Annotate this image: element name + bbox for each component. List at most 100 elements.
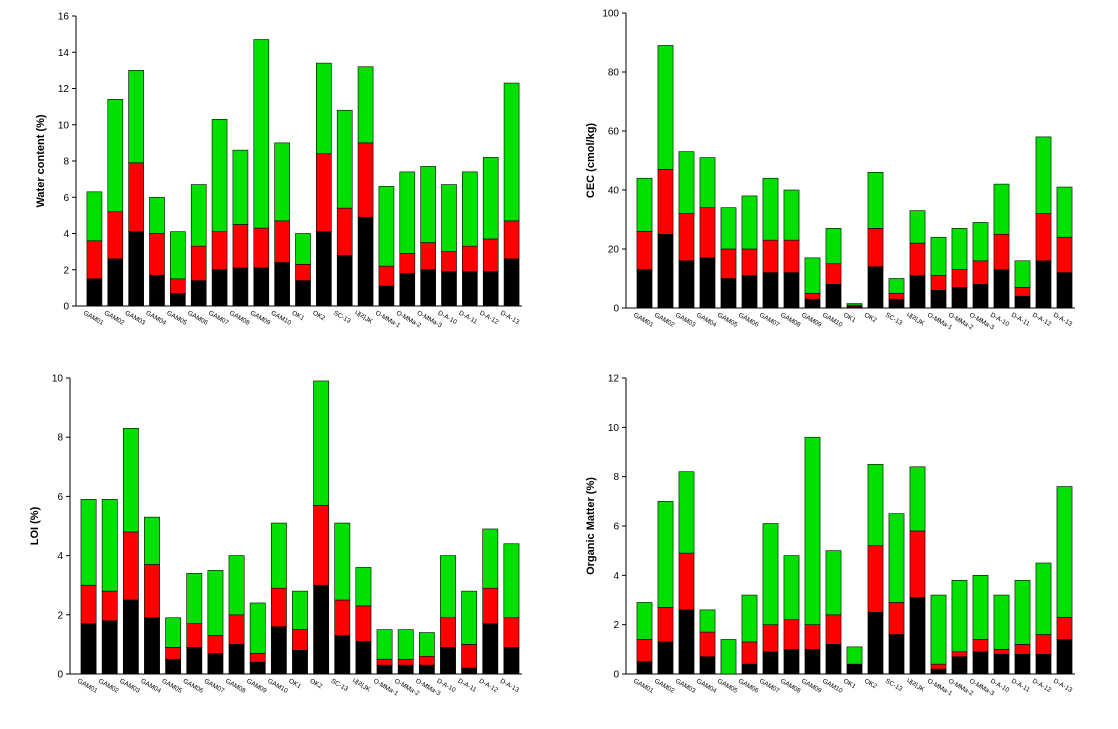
- bar-segment: [334, 599, 351, 636]
- bar-segment: [334, 635, 351, 675]
- bar-segment: [128, 70, 144, 164]
- x-tick-label: OK2: [863, 678, 878, 691]
- bar-segment: [951, 269, 968, 288]
- bar-segment: [336, 254, 353, 307]
- y-axis-title: LOI (%): [29, 506, 41, 545]
- x-tick-label: OK1: [842, 678, 857, 691]
- bar-segment: [211, 231, 228, 271]
- bar-segment: [355, 641, 372, 675]
- bar-segment: [1056, 186, 1073, 238]
- bar-segment: [503, 543, 520, 619]
- x-tick-label: GAM06: [182, 678, 205, 695]
- bar-segment: [249, 661, 266, 675]
- bar-segment: [993, 269, 1010, 309]
- x-tick-label: GAM04: [145, 310, 168, 327]
- bar-segment: [804, 292, 821, 300]
- y-tick-label: 60: [608, 127, 620, 138]
- bar-segment: [420, 242, 436, 271]
- bar-segment: [783, 619, 800, 650]
- bar-segment: [378, 186, 395, 267]
- bar-segment: [482, 271, 499, 307]
- bar-segment: [420, 269, 436, 307]
- bar-segment: [107, 258, 124, 307]
- y-axis-title: Organic Matter (%): [585, 477, 597, 575]
- bar-segment: [741, 195, 758, 250]
- x-tick-label: GAM03: [124, 310, 147, 327]
- x-tick-label: GAM07: [207, 310, 230, 327]
- y-axis-title: Water content (%): [35, 114, 47, 207]
- x-tick-label: OK2: [309, 678, 324, 691]
- bar-segment: [993, 183, 1010, 235]
- x-tick-label: 내리JK: [353, 308, 375, 326]
- bar-segment: [186, 623, 203, 648]
- y-tick-label: 100: [602, 9, 619, 20]
- bar-segment: [762, 624, 779, 653]
- bar-segment: [440, 555, 456, 619]
- bar-segment: [1035, 213, 1052, 262]
- x-tick-label: GAM01: [632, 678, 655, 695]
- y-tick-label: 10: [52, 374, 64, 385]
- x-tick-label: GAM07: [758, 312, 781, 329]
- x-tick-label: GAM03: [674, 678, 697, 695]
- bar-segment: [165, 658, 182, 675]
- bar-segment: [930, 594, 947, 665]
- bar-segment: [993, 653, 1010, 675]
- bar-segment: [909, 530, 926, 598]
- bar-segment: [122, 428, 139, 533]
- bar-segment: [888, 298, 905, 309]
- x-tick-label: OK1: [842, 312, 857, 325]
- bar-segment: [909, 210, 926, 244]
- bar-segment: [170, 293, 186, 307]
- bar-segment: [741, 594, 758, 643]
- bar-segment: [867, 545, 884, 613]
- bar-segment: [503, 258, 520, 307]
- bar-segment: [292, 629, 308, 651]
- bar-segment: [165, 647, 182, 660]
- y-tick-label: 4: [57, 551, 63, 562]
- bar-segment: [972, 260, 989, 285]
- x-tick-label: SC-13: [330, 678, 350, 693]
- bar-segment: [144, 516, 160, 565]
- x-tick-label: D-A-11: [1010, 678, 1031, 694]
- y-tick-label: 10: [58, 120, 70, 131]
- bar-segment: [825, 614, 842, 645]
- bar-segment: [1014, 260, 1031, 288]
- bar-segment: [190, 184, 207, 247]
- bar-segment: [462, 171, 478, 247]
- x-tick-label: GAM09: [800, 312, 823, 329]
- bar-segment: [270, 522, 287, 589]
- x-tick-label: D-A-13: [499, 310, 521, 327]
- x-tick-label: SC-13: [884, 312, 904, 327]
- x-tick-label: SC-13: [332, 310, 352, 325]
- x-tick-label: GAM01: [76, 678, 99, 695]
- bar-segment: [867, 172, 884, 229]
- bar-segment: [80, 499, 97, 586]
- bar-segment: [741, 248, 758, 276]
- bar-segment: [295, 233, 311, 265]
- bar-segment: [461, 590, 478, 645]
- bar-segment: [678, 151, 695, 214]
- bar-segment: [972, 222, 989, 262]
- x-tick-label: GAM05: [165, 310, 188, 327]
- x-tick-label: GAM04: [695, 312, 718, 329]
- bar-segment: [1035, 562, 1052, 635]
- bar-segment: [399, 273, 416, 307]
- y-tick-label: 4: [613, 571, 619, 582]
- x-tick-label: 내리JK: [905, 310, 927, 328]
- bar-segment: [170, 278, 186, 294]
- bar-segment: [678, 609, 695, 675]
- bar-segment: [867, 266, 884, 309]
- x-tick-label: GAM08: [779, 678, 802, 695]
- x-tick-label: GAM09: [245, 678, 268, 695]
- x-tick-label: GAM02: [103, 310, 126, 327]
- x-tick-label: GAM10: [266, 678, 289, 695]
- bar-segment: [930, 668, 947, 675]
- bar-segment: [207, 652, 224, 675]
- bar-segment: [482, 157, 499, 240]
- x-tick-label: GAM01: [82, 310, 105, 327]
- bar-segment: [397, 658, 414, 666]
- bar-segment: [165, 617, 182, 648]
- y-axis-title: CEC (cmol/kg): [585, 123, 597, 199]
- y-tick-label: 40: [608, 186, 620, 197]
- bar-segment: [1014, 653, 1031, 675]
